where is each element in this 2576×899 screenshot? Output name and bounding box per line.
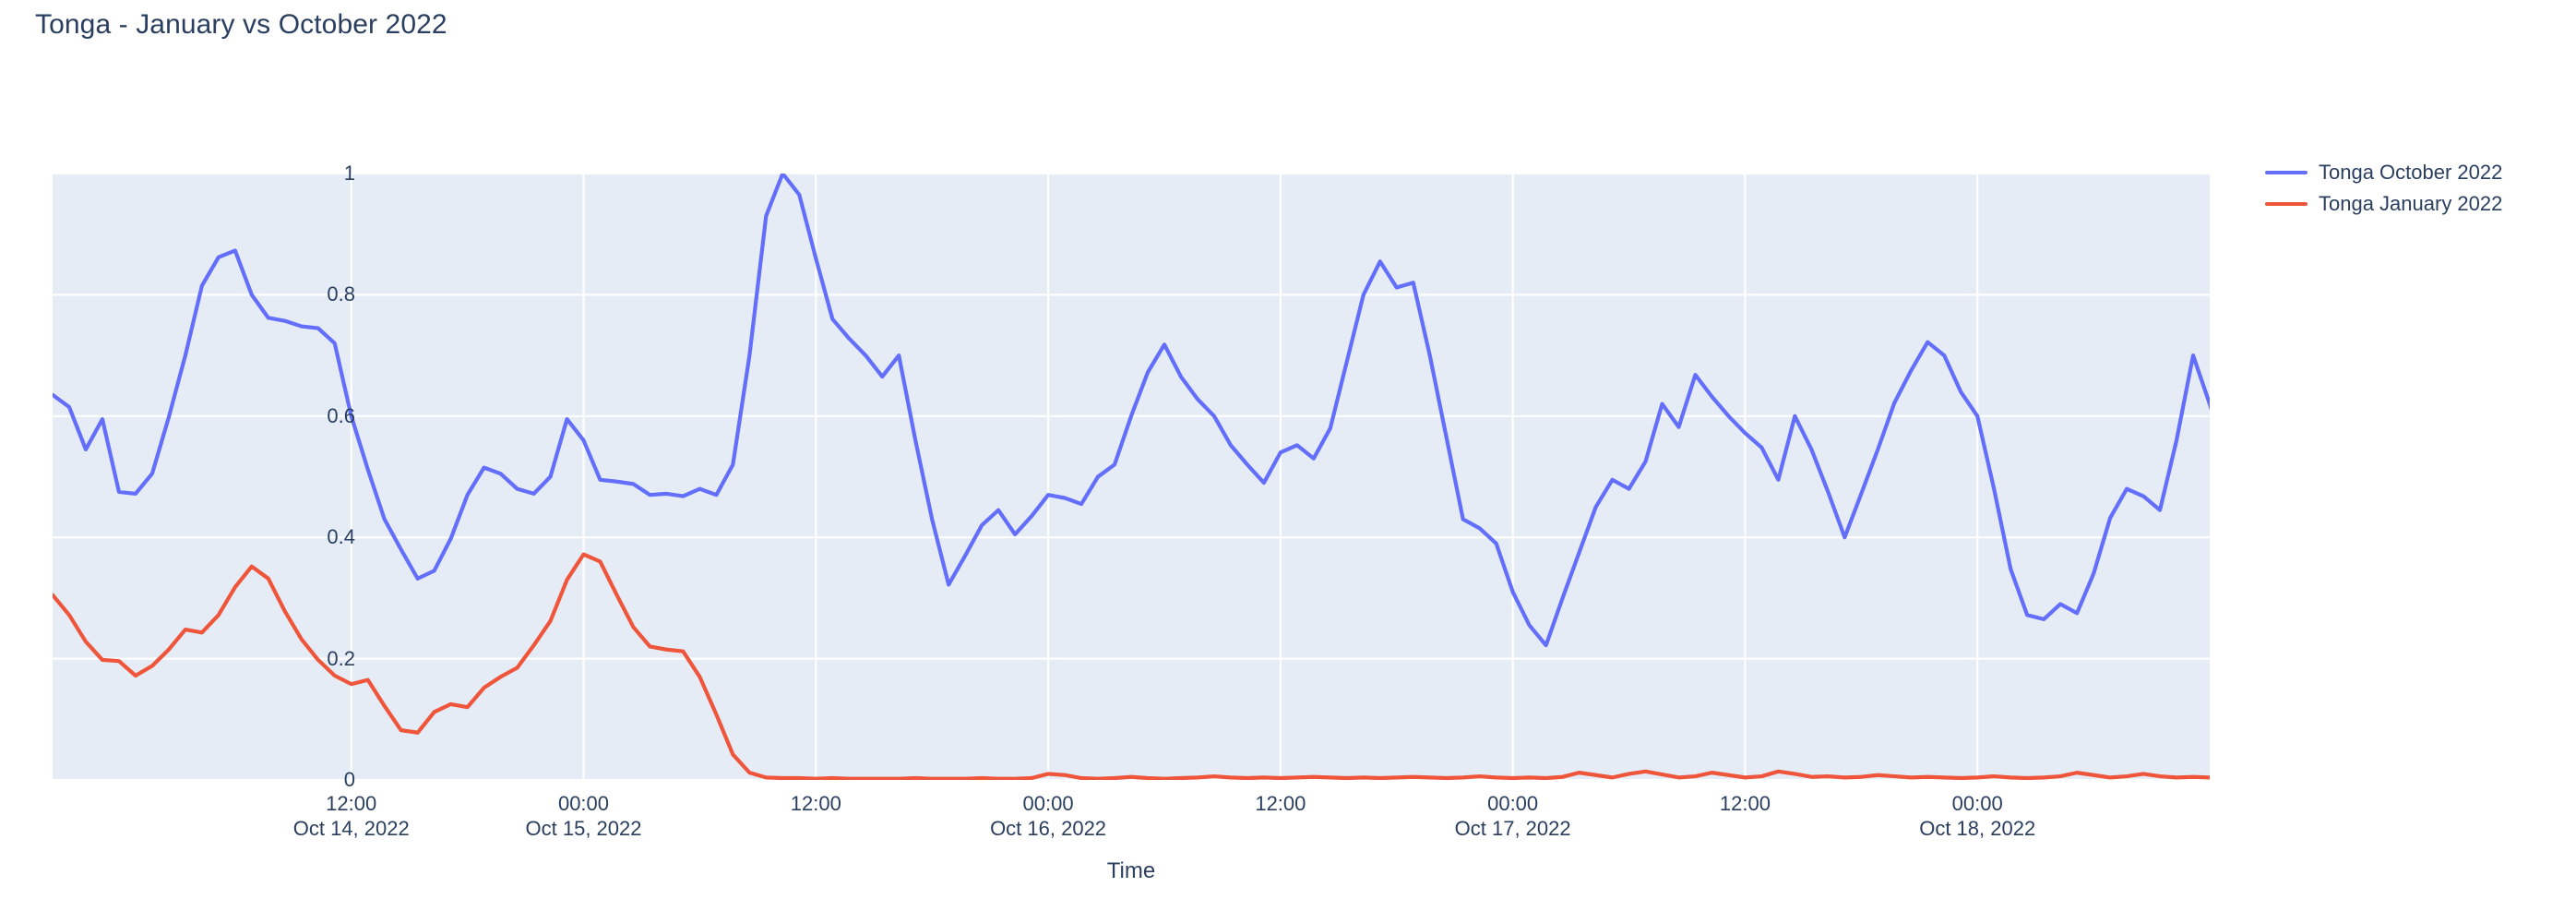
x-axis-tick-label: 00:00 Oct 15, 2022 — [526, 792, 642, 842]
data-series-group — [53, 174, 2210, 779]
x-tick-date: Oct 18, 2022 — [1919, 816, 2036, 840]
series-line-january — [53, 555, 2210, 779]
x-tick-time: 12:00 — [790, 792, 841, 815]
legend-line-swatch-icon — [2265, 202, 2308, 206]
x-axis-tick-label: 12:00 Oct 14, 2022 — [293, 792, 410, 842]
x-tick-time: 00:00 — [557, 792, 610, 815]
y-axis-tick-label: 0 — [343, 768, 355, 791]
x-axis-tick-label: 00:00 Oct 17, 2022 — [1455, 792, 1571, 842]
x-tick-time: 00:00 — [1487, 792, 1539, 815]
x-tick-time: 12:00 — [1719, 792, 1771, 815]
chart-title: Tonga - January vs October 2022 — [35, 9, 447, 40]
x-tick-time: 12:00 — [1255, 792, 1306, 815]
x-axis-tick-label: 12:00 — [1255, 792, 1306, 817]
legend-item-october[interactable]: Tonga October 2022 — [2265, 157, 2502, 188]
horizontal-gridlines — [53, 174, 2210, 780]
x-tick-date: Oct 15, 2022 — [525, 816, 642, 840]
vertical-gridlines — [352, 174, 1977, 780]
x-tick-date: Oct 16, 2022 — [990, 816, 1107, 840]
y-axis-tick-label: 0.6 — [327, 403, 355, 427]
plot-svg — [53, 174, 2210, 780]
legend-label: Tonga January 2022 — [2319, 192, 2503, 215]
x-axis-tick-label: 12:00 — [791, 792, 841, 817]
x-tick-date: Oct 17, 2022 — [1454, 816, 1571, 840]
series-line-october — [53, 174, 2210, 645]
y-axis-tick-label: 0.4 — [327, 525, 355, 549]
y-axis-tick-label: 1 — [343, 162, 355, 185]
legend-line-swatch-icon — [2265, 171, 2308, 174]
x-axis-title: Time — [1106, 858, 1156, 883]
x-tick-time: 00:00 — [1022, 792, 1074, 815]
x-tick-time: 00:00 — [1951, 792, 2003, 815]
plot-area — [53, 174, 2210, 780]
y-axis-tick-label: 0.8 — [327, 282, 355, 306]
y-axis-tick-label: 0.2 — [327, 646, 355, 670]
x-tick-date: Oct 14, 2022 — [292, 816, 410, 840]
x-axis-tick-label: 00:00 Oct 16, 2022 — [990, 792, 1106, 842]
x-tick-time: 12:00 — [326, 792, 377, 815]
x-axis-tick-label: 12:00 — [1720, 792, 1771, 817]
legend-label: Tonga October 2022 — [2319, 161, 2503, 184]
chart-legend: Tonga October 2022 Tonga January 2022 — [2265, 157, 2502, 220]
x-axis-tick-label: 00:00 Oct 18, 2022 — [1919, 792, 2035, 842]
legend-item-january[interactable]: Tonga January 2022 — [2265, 188, 2502, 220]
